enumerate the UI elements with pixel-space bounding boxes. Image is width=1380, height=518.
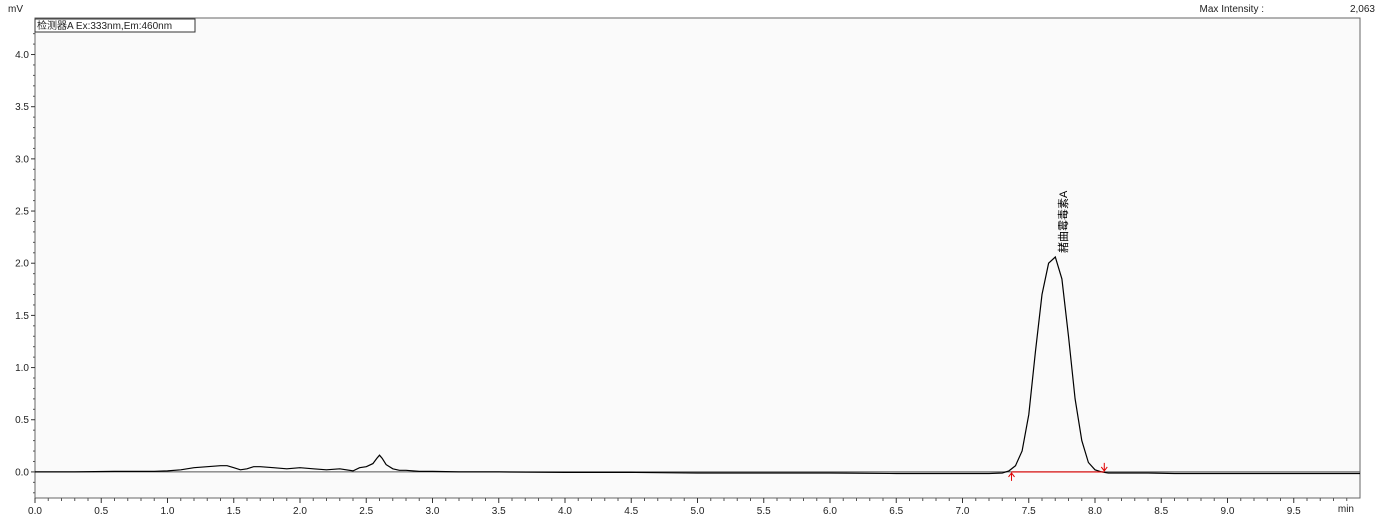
max-intensity-value: 2,063 [1350,4,1375,15]
x-tick-label: 0.0 [28,506,42,517]
y-tick-label: 0.5 [15,415,29,426]
x-tick-label: 6.5 [889,506,903,517]
x-tick-label: 0.5 [94,506,108,517]
x-tick-label: 9.0 [1221,506,1235,517]
y-tick-label: 3.5 [15,102,29,113]
y-tick-label: 3.0 [15,154,29,165]
detector-label: 检测器A Ex:333nm,Em:460nm [37,19,172,32]
plot-area [34,17,1361,499]
y-tick-label: 0.0 [15,467,29,478]
y-tick-label: 1.5 [15,311,29,322]
y-tick-label: 2.5 [15,207,29,218]
x-tick-label: 1.0 [161,506,175,517]
x-tick-label: 5.5 [757,506,771,517]
x-tick-label: 3.5 [492,506,506,517]
x-tick-label: 6.0 [823,506,837,517]
y-tick-label: 1.0 [15,363,29,374]
x-tick-label: 4.0 [558,506,572,517]
detector-label-box [34,18,196,33]
peak-label: 赭曲霉毒素A [1056,190,1070,253]
max-intensity-label: Max Intensity : [1200,4,1264,15]
x-tick-label: 1.5 [227,506,241,517]
x-tick-label: 5.0 [691,506,705,517]
chromatogram-trace [35,255,1360,475]
baseline-end-marker [1100,462,1108,472]
y-axis-unit: mV [8,4,23,15]
x-tick-label: 9.5 [1287,506,1301,517]
x-tick-label: 2.0 [293,506,307,517]
x-tick-label: 8.0 [1088,506,1102,517]
x-tick-label: 7.0 [956,506,970,517]
x-tick-label: 2.5 [359,506,373,517]
x-tick-label: 8.5 [1154,506,1168,517]
x-tick-label: 4.5 [624,506,638,517]
x-tick-label: 3.0 [426,506,440,517]
baseline-start-marker [1008,472,1015,481]
x-axis-unit: min [1338,504,1354,515]
y-tick-label: 2.0 [15,259,29,270]
x-tick-label: 7.5 [1022,506,1036,517]
y-tick-label: 4.0 [15,50,29,61]
